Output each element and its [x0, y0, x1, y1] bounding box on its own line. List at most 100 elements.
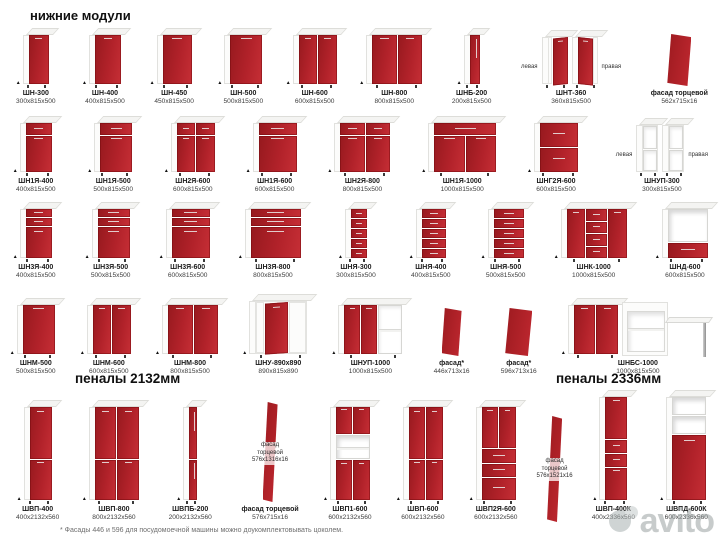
cabinet-graphic: ▲ [217, 28, 273, 88]
cabinet-top [173, 116, 226, 123]
cabinet-graphic: ▲ [13, 202, 63, 262]
cabinet-door [408, 459, 426, 500]
cabinet-band [28, 35, 49, 84]
cabinet-side [415, 209, 422, 258]
module-name-label: ШНБ-200 [456, 90, 488, 97]
cabinet-door [408, 407, 426, 459]
cabinet-band [481, 478, 516, 500]
module-item: ▲ ШВПБ-200 200х2132х560 [169, 400, 212, 522]
cabinet-front [258, 123, 297, 172]
module-name-label: ШВП-400К [595, 506, 632, 513]
module-name-label: ШН1Я-600 [257, 178, 293, 185]
cabinet-drawer [481, 449, 516, 463]
cabinet-foot [115, 85, 118, 88]
cabinet-band [408, 407, 443, 459]
cabinet-foot [124, 355, 127, 358]
door-handle [683, 439, 696, 441]
door-handle [194, 463, 196, 479]
leg-mark: ▲ [359, 80, 365, 86]
cabinet-door [353, 459, 370, 500]
cabinet-band [22, 305, 55, 354]
cabinet-top [570, 298, 629, 305]
cabinet-door [434, 135, 465, 172]
cabinet-band [298, 35, 337, 84]
cabinet-side [249, 301, 256, 354]
cabinet-drawer [171, 209, 210, 217]
leg-mark: ▲ [395, 496, 401, 502]
cabinet-top [405, 400, 454, 407]
door-handle [348, 138, 357, 140]
module-dims-label: 600х2336х560 [664, 514, 708, 522]
module-name-label: ШН-600 [301, 90, 328, 97]
module-graphic: ▲ [409, 202, 457, 262]
module-dims-label: 562х715х16 [661, 98, 698, 106]
cabinet-side [571, 37, 578, 84]
cabinet-front [372, 35, 423, 84]
cabinet-top [332, 400, 381, 407]
module-dims-label: 600х2132х560 [328, 514, 372, 522]
cabinet-foot [546, 85, 549, 88]
module-dims-label: 450х815х500 [154, 98, 194, 106]
cabinet-front [469, 35, 480, 84]
cabinet-front [493, 209, 524, 258]
cabinet-front [344, 305, 403, 354]
door-handle [102, 410, 110, 412]
cabinet-graphic: ▲ [159, 202, 220, 262]
cabinet-top [97, 116, 143, 123]
module-item: ▲ШВП-400К400х2336х560 [592, 390, 638, 522]
module-dims-label: 1000х815х500 [572, 272, 616, 280]
module-item: ▲ ШН3Я-800 800х815х500 [238, 202, 312, 280]
module-name-label: ШНМ-600 [92, 360, 125, 367]
cabinet-foot [231, 85, 234, 88]
cabinet-foot [680, 173, 683, 176]
cabinet-top [602, 390, 638, 397]
cabinet-top [91, 400, 150, 407]
cabinet-foot [23, 355, 26, 358]
cabinet-band [434, 135, 497, 172]
cabinet-graphic: ▲ [242, 294, 318, 358]
drawer-handle [348, 127, 357, 129]
module-name-label: ШН2Я-600 [175, 178, 211, 185]
module-graphic: ▲ [10, 298, 66, 358]
leg-mark: ▲ [12, 254, 18, 260]
cabinet-band [421, 249, 446, 258]
module-graphic [441, 308, 462, 356]
module-graphic: ▲ [217, 28, 273, 88]
cabinet-foot [126, 173, 129, 176]
cabinet-foot [394, 355, 397, 358]
module-dims-label: 1000х815х500 [348, 368, 393, 376]
cabinet-foot [562, 85, 565, 88]
module-item: ▲ ШН1Я-600 600х815х500 [246, 116, 307, 194]
leg-mark: ▲ [84, 254, 90, 260]
drawer-handle [110, 127, 122, 129]
module-name-label: ШН-500 [230, 90, 257, 97]
module-item: ▲ ШВП-400 400х2132х560 [16, 400, 62, 522]
cabinet-graphic: ▲ [331, 298, 413, 358]
cabinet-side [94, 123, 101, 172]
cabinet-side [334, 123, 341, 172]
cabinet-top [669, 390, 717, 397]
door-handle [102, 462, 110, 464]
cabinet-foot [348, 259, 351, 262]
orientation-note-left: левая [615, 152, 633, 158]
cabinet-door [469, 35, 480, 84]
cabinet-foot [622, 501, 625, 504]
module-dims-label: 500х815х500 [93, 186, 134, 194]
facade-mid-label: фасад торцевой 576х1521х16 [532, 458, 577, 481]
drawer-handle [593, 226, 601, 228]
cabinet-band [350, 249, 367, 258]
cabinet-door [372, 35, 397, 84]
module-dims-label: 890х815х890 [258, 368, 299, 376]
facade-panel [505, 308, 533, 356]
module-graphic: ▲ [82, 400, 150, 504]
drawer-handle [356, 242, 362, 244]
door-handle [33, 308, 45, 310]
module-item: ▲ ШВП1-600 600х2132х560 [323, 400, 381, 522]
door-handle [324, 38, 331, 40]
cabinet-door [94, 35, 121, 84]
module-item: ▲ ШН2Я-800 800х815х500 [327, 116, 401, 194]
leg-mark: ▲ [337, 254, 343, 260]
module-item: ▲ ШНУП-1000 1000х815х500 [331, 298, 413, 376]
cabinet-side [23, 407, 30, 500]
cabinet-band [421, 229, 446, 238]
